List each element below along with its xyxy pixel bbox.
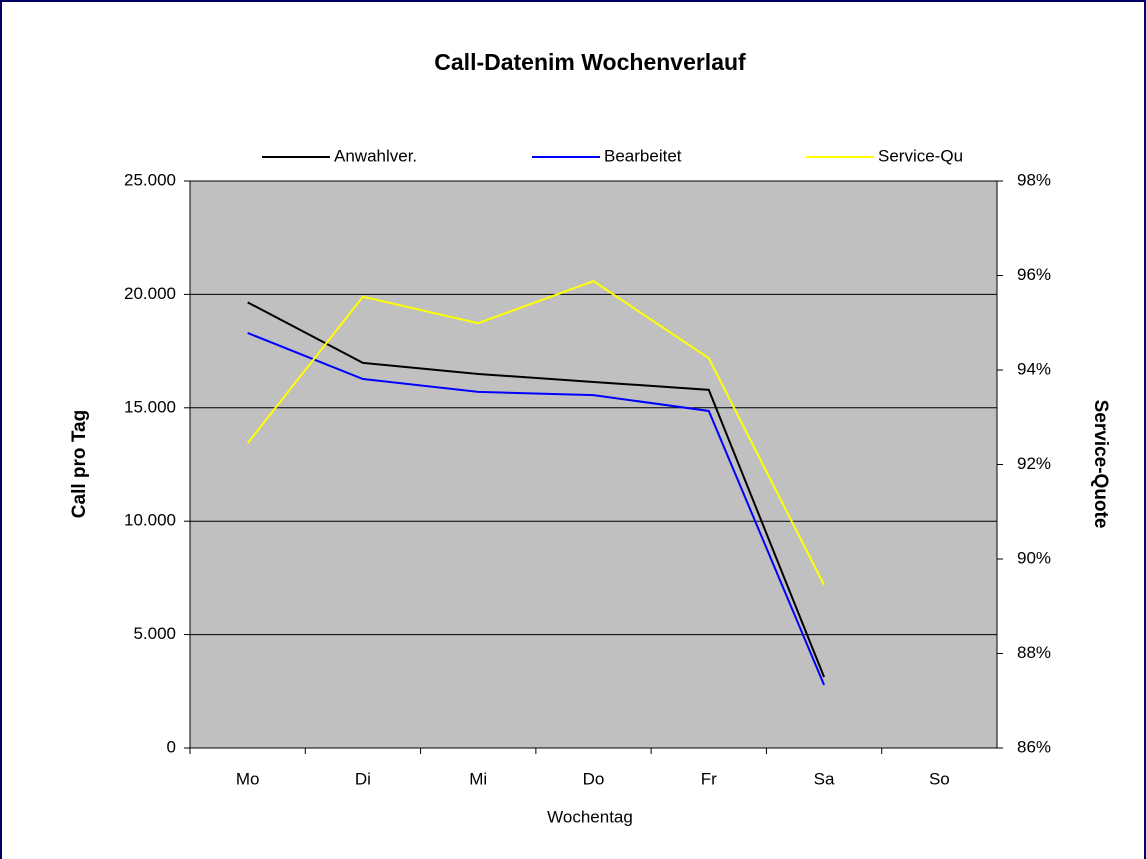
y-tick-label: 20.000 [124, 284, 176, 303]
legend-label: Bearbeitet [604, 146, 682, 165]
x-tick-label: Do [583, 769, 605, 788]
y2-tick-label: 96% [1017, 265, 1051, 284]
y2-tick-label: 88% [1017, 643, 1051, 662]
x-tick-label: Mi [469, 769, 487, 788]
legend-label: Anwahlver. [334, 146, 417, 165]
series-line [247, 332, 825, 686]
x-tick-label: Sa [814, 769, 835, 788]
series-line [247, 301, 825, 678]
y2-tick-label: 98% [1017, 170, 1051, 189]
y-axis-label: Call pro Tag [69, 410, 90, 518]
x-tick-label: Mo [236, 769, 260, 788]
y2-tick-label: 92% [1017, 454, 1051, 473]
y2-tick-label: 86% [1017, 737, 1051, 756]
y-tick-label: 15.000 [124, 397, 176, 416]
legend-label: Service-Qu [878, 146, 963, 165]
y-tick-label: 5.000 [133, 624, 176, 643]
y-tick-label: 25.000 [124, 170, 176, 189]
y2-tick-label: 94% [1017, 359, 1051, 378]
x-axis-label: Wochentag [547, 807, 633, 826]
x-tick-label: Di [355, 769, 371, 788]
plot-area [189, 180, 998, 749]
y-tick-label: 0 [167, 737, 176, 756]
series-line [246, 280, 825, 586]
x-tick-label: Fr [701, 769, 717, 788]
y2-tick-label: 90% [1017, 548, 1051, 567]
x-tick-label: So [929, 769, 950, 788]
y-tick-label: 10.000 [124, 511, 176, 530]
y2-axis-label: Service-Quote [1090, 400, 1111, 529]
chart-title: Call-Datenim Wochenverlauf [434, 49, 746, 75]
